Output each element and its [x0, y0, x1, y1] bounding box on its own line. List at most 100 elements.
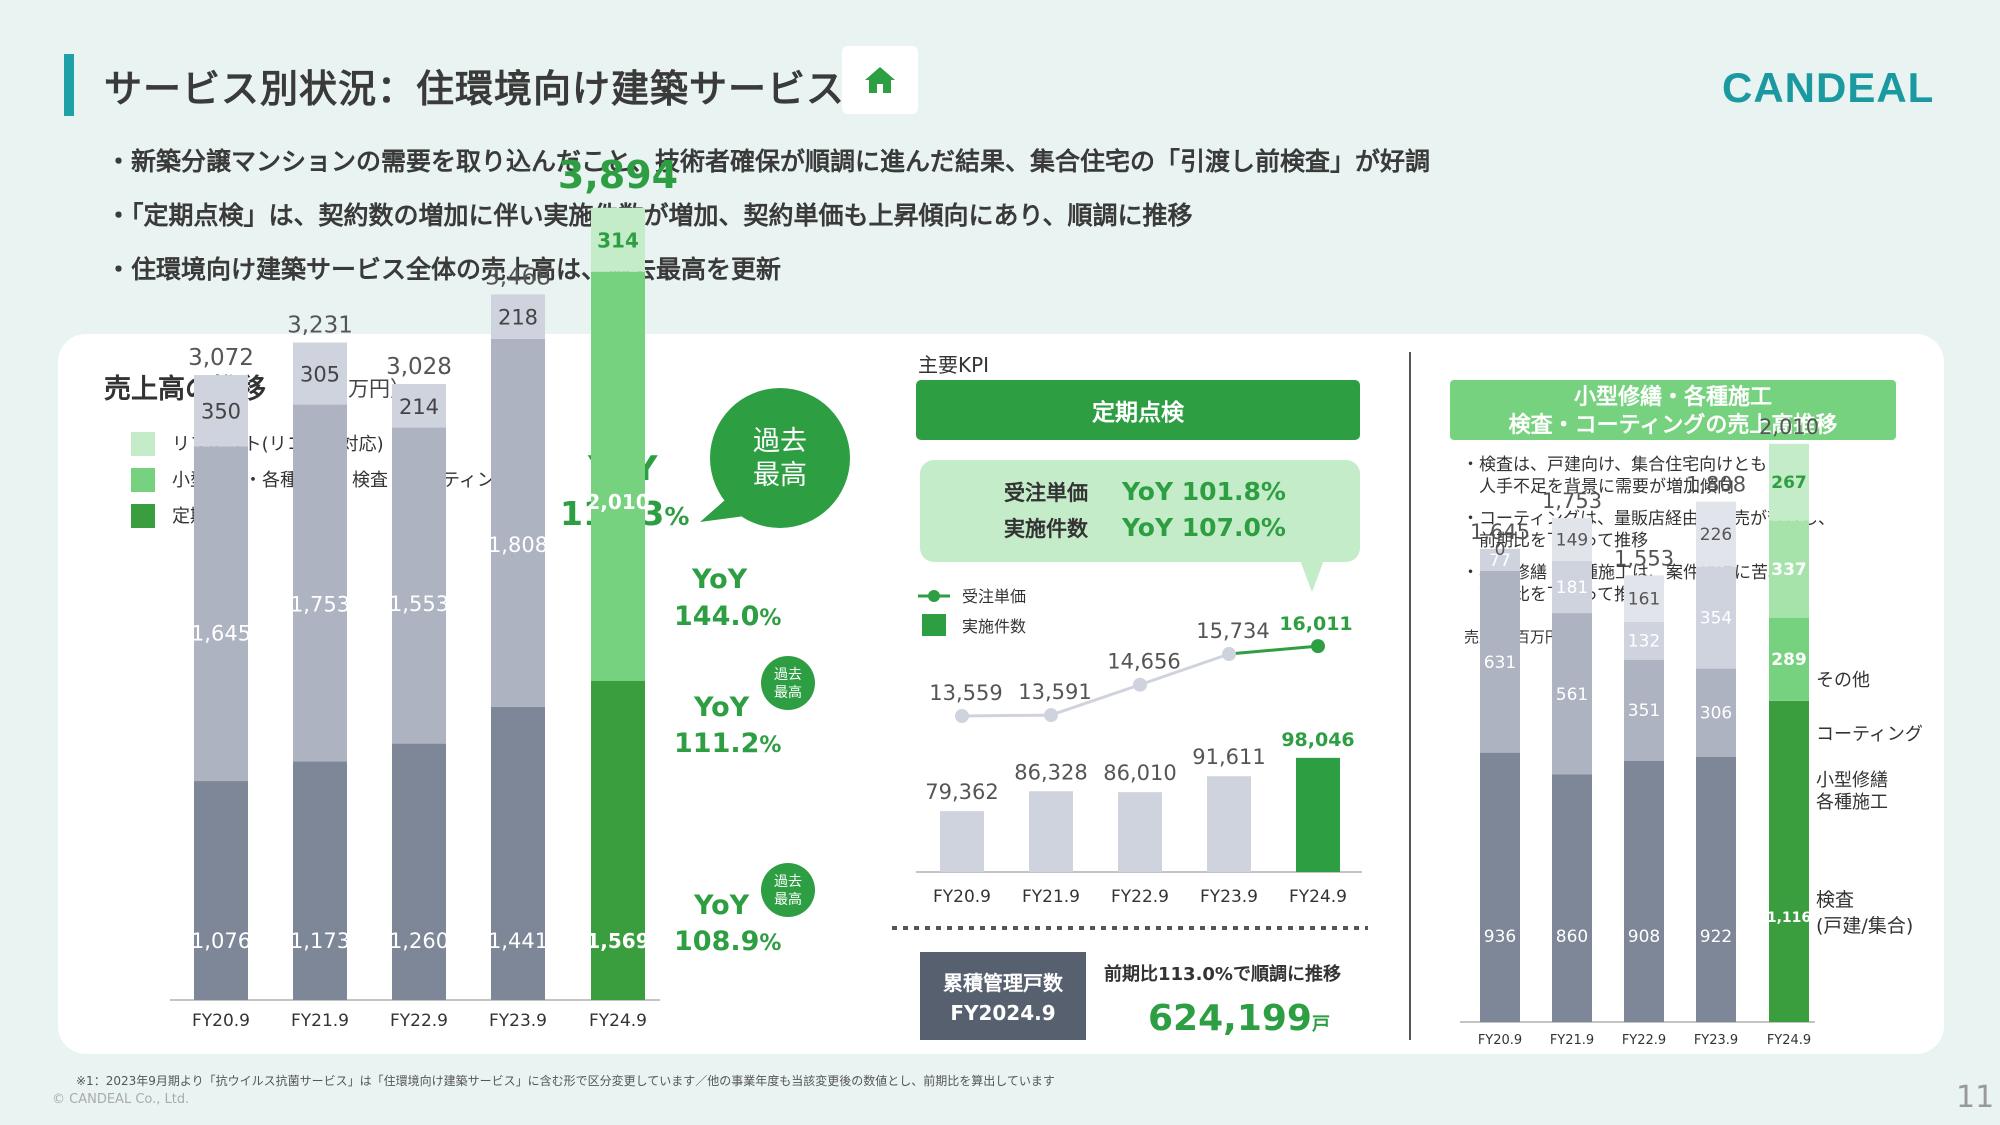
cumulative-label-box	[920, 952, 1086, 1040]
record-badge-line: 最高	[774, 891, 802, 908]
data-label: 1,645	[191, 621, 251, 645]
home-button[interactable]	[842, 46, 918, 114]
kpi-header-bar	[916, 380, 1360, 440]
series-label-line: 小型修繕	[1816, 770, 1888, 791]
data-label: 350	[201, 400, 241, 424]
kpi-section-label: 主要KPI	[918, 353, 989, 377]
x-tick-label: FY22.9	[1111, 887, 1169, 907]
data-label: 561	[1556, 685, 1588, 705]
page-title: サービス別状況：住環境向け建築サービス	[104, 67, 846, 111]
yoy-refit-unit: %	[759, 606, 781, 631]
bar-segment	[1624, 659, 1664, 761]
x-tick-label: FY24.9	[1289, 887, 1347, 907]
yoy-periodic-unit: %	[759, 931, 781, 956]
bar-segment	[1480, 571, 1520, 753]
kpi-legend-marker	[928, 590, 940, 602]
record-badge-line: 最高	[774, 684, 802, 701]
line-value-label: 13,591	[1018, 680, 1091, 704]
bar-segment	[1480, 752, 1520, 1022]
bar	[1029, 791, 1073, 872]
yoy-periodic-label: YoY	[693, 890, 750, 921]
cumulative-unit: 戸	[1312, 1014, 1330, 1035]
total-label: 1,808	[1686, 473, 1746, 497]
data-label: 149	[1556, 531, 1588, 551]
data-label: 1,569	[586, 929, 649, 953]
home-icon	[865, 67, 895, 93]
bar	[1207, 776, 1251, 872]
x-tick-label: FY21.9	[291, 1011, 349, 1031]
bar-segment	[1769, 520, 1809, 618]
right-title-line: 小型修繕・各種施工	[1574, 384, 1772, 410]
bar-value-label: 91,611	[1192, 745, 1265, 769]
data-label: 314	[597, 229, 639, 253]
right-title-box	[1450, 380, 1896, 440]
bar-segment	[293, 761, 347, 1000]
kpi-combo-chart: 79,362 FY20.9 86,328 FY21.9 86,010 FY22.9 91,6…	[916, 613, 1362, 907]
record-bubble-line: 過去	[753, 426, 807, 457]
data-label: 1,553	[389, 592, 449, 616]
right-bullet-line: 人手不足を背景に需要が増加傾向	[1462, 477, 1734, 497]
yoy-periodic-number: 108.9	[674, 926, 759, 957]
bar-segment	[491, 294, 545, 339]
bar	[1118, 792, 1162, 872]
record-bubble	[710, 388, 850, 528]
bar-value-label: 86,328	[1014, 760, 1087, 784]
bar-segment	[591, 271, 645, 681]
yoy-periodic-value: 108.9%	[674, 926, 781, 957]
yoy-small-label: YoY	[693, 692, 750, 723]
line-point	[1222, 647, 1236, 662]
candeal-logo: CANDEAL	[1722, 64, 1935, 111]
line-value-label: 15,734	[1196, 619, 1269, 643]
x-tick-label: FY21.9	[1022, 887, 1080, 907]
total-label: 1,645	[1470, 520, 1530, 544]
data-label: 908	[1628, 927, 1660, 947]
data-label: 0	[1495, 540, 1506, 560]
data-label: 1,808	[488, 533, 548, 557]
kpi-row2-value: YoY 107.0%	[1121, 513, 1286, 542]
total-label: 1,753	[1542, 489, 1602, 513]
cumulative-label-line: FY2024.9	[950, 1001, 1055, 1025]
series-label-small: 小型修繕各種施工	[1816, 770, 1888, 813]
record-badge-small	[761, 656, 815, 710]
x-tick-label: FY22.9	[390, 1011, 448, 1031]
kpi-legend-bar-label: 実施件数	[962, 617, 1026, 636]
page-number: 11	[1956, 1080, 1995, 1115]
line-segment	[1228, 644, 1319, 656]
cumulative-note: 前期比113.0%で順調に推移	[1104, 963, 1341, 985]
kpi-header-title: 定期点検	[1092, 399, 1185, 426]
bar-value-label: 79,362	[925, 780, 998, 804]
x-tick-label: FY20.9	[192, 1011, 250, 1031]
total-label: 2,010	[1759, 415, 1819, 439]
record-bubble-text: 過去最高	[753, 426, 807, 491]
bar-segment	[1552, 560, 1592, 614]
bar-segment	[1624, 575, 1664, 622]
cumulative-value: 624,199戸	[1148, 998, 1330, 1039]
bar-segment	[194, 446, 248, 782]
bar-segment	[1480, 548, 1520, 572]
bar-segment	[491, 706, 545, 1000]
legend-swatch-periodic	[131, 504, 155, 528]
bar-segment	[1696, 668, 1736, 757]
bar	[940, 811, 984, 872]
summary-bullet: ・新築分譲マンションの需要を取り込んだこと、技術者確保が順調に進んだ結果、集合住…	[106, 147, 1431, 176]
data-label: 267	[1771, 473, 1807, 493]
data-label: 860	[1556, 927, 1588, 947]
series-label-coating: コーティング	[1816, 724, 1923, 745]
line-point	[1311, 639, 1325, 654]
record-badge-periodic	[761, 863, 815, 917]
bar-segment	[591, 207, 645, 272]
total-label: 3,028	[386, 354, 452, 380]
x-tick-label: FY20.9	[933, 887, 991, 907]
yoy-total-unit: %	[664, 502, 689, 531]
right-title-line: 検査・コーティングの売上高推移	[1509, 412, 1838, 438]
line-segment	[1139, 652, 1230, 687]
bar-segment	[194, 781, 248, 1000]
record-badge-line: 過去	[774, 874, 802, 890]
data-label: 631	[1484, 653, 1516, 673]
bar-segment	[1624, 760, 1664, 1022]
total-label: 3,231	[287, 312, 353, 338]
kpi-legend-bar-swatch	[922, 614, 946, 636]
legend-swatch-small	[131, 468, 155, 492]
